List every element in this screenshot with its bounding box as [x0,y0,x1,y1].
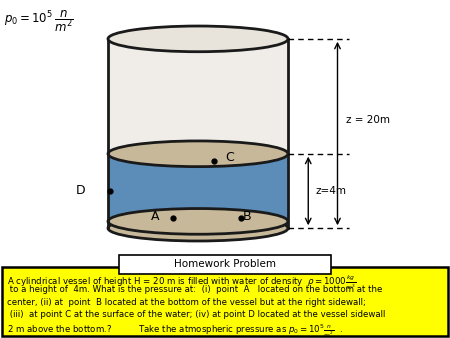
Text: B: B [243,210,252,223]
Text: $p_0 = 10^5\,\dfrac{n}{m^2}$: $p_0 = 10^5\,\dfrac{n}{m^2}$ [4,8,74,34]
Text: center, (ii) at  point  B located at the bottom of the vessel but at the right s: center, (ii) at point B located at the b… [7,298,365,307]
Polygon shape [108,221,288,228]
Ellipse shape [108,26,288,52]
Polygon shape [108,154,288,221]
Ellipse shape [108,141,288,167]
Text: to a height of  4m. What is the pressure at:  (i)  point  A   located on the bot: to a height of 4m. What is the pressure … [7,285,382,294]
Text: z = 20m: z = 20m [346,115,391,125]
Polygon shape [108,39,288,154]
Text: Homework Problem: Homework Problem [174,259,276,269]
Text: C: C [225,151,234,164]
Ellipse shape [108,209,288,234]
Text: A cylindrical vessel of height H = 20 m is filled with water of density  $\rho =: A cylindrical vessel of height H = 20 m … [7,273,356,292]
Text: 2 m above the bottom.?          Take the atmospheric pressure as $p_0 =10^5\frac: 2 m above the bottom.? Take the atmosphe… [7,323,342,338]
Text: (iii)  at point C at the surface of the water; (iv) at point D located at the ve: (iii) at point C at the surface of the w… [7,310,385,319]
FancyBboxPatch shape [119,255,331,274]
Text: A: A [151,210,160,223]
Text: D: D [76,185,86,197]
Text: z=4m: z=4m [315,186,346,196]
FancyBboxPatch shape [2,267,448,336]
Ellipse shape [108,215,288,241]
